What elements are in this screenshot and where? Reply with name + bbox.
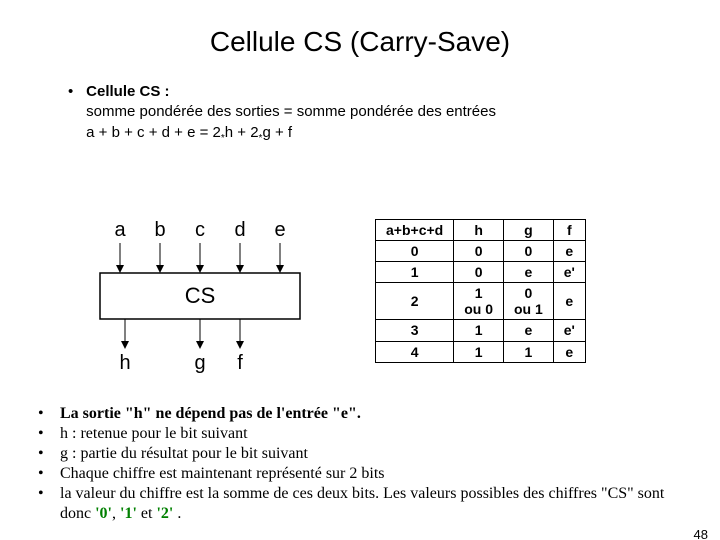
bullet-dot: • [38, 444, 60, 464]
table-cell: e' [553, 262, 585, 283]
cs-diagram: a b c d e CS [90, 201, 340, 376]
table-cell: 0 [454, 241, 504, 262]
table-cell: e [553, 341, 585, 362]
table-cell: 1 [454, 320, 504, 341]
table-cell: 1 [376, 262, 454, 283]
th-1: h [454, 220, 504, 241]
bullet-dot: • [38, 464, 60, 484]
value-token: '2' [156, 505, 173, 522]
table-row: 411e [376, 341, 586, 362]
out-h: h [119, 352, 130, 374]
table-cell: 2 [376, 283, 454, 320]
list-item: •Chaque chiffre est maintenant représent… [38, 464, 678, 484]
bullet-dot: • [38, 484, 60, 524]
page-number: 48 [694, 527, 708, 540]
intro-line1: Cellule CS : [86, 83, 169, 100]
eq-mid: h + 2 [225, 124, 259, 141]
table-body: 000e10ee'21ou 00ou 1e31ee'411e [376, 241, 586, 363]
output-labels: h g f [119, 352, 243, 374]
table-row: 31ee' [376, 320, 586, 341]
output-arrows [125, 319, 240, 344]
cs-box-label: CS [185, 283, 216, 308]
out-g: g [194, 352, 205, 374]
list-item: •la valeur du chiffre est la somme de ce… [38, 484, 678, 524]
out-f: f [237, 352, 243, 374]
in-b: b [154, 219, 165, 241]
th-2: g [503, 220, 553, 241]
separator: et [137, 505, 157, 522]
list-item: •La sortie "h" ne dépend pas de l'entrée… [38, 404, 678, 424]
table-cell: 1 [454, 341, 504, 362]
intro-line1-bold: Cellule CS : [86, 83, 169, 100]
table-cell: 1ou 0 [454, 283, 504, 320]
table-cell: 0ou 1 [503, 283, 553, 320]
table-cell: 0 [376, 241, 454, 262]
table-cell: e [553, 283, 585, 320]
eq-post: g + f [262, 124, 292, 141]
table-cell: 3 [376, 320, 454, 341]
truth-table: a+b+c+d h g f 000e10ee'21ou 00ou 1e31ee'… [375, 219, 586, 363]
in-c: c [195, 219, 205, 241]
th-0: a+b+c+d [376, 220, 454, 241]
intro-line2: somme pondérée des sorties = somme pondé… [86, 103, 496, 120]
input-arrowheads [116, 265, 284, 273]
input-arrows [120, 243, 280, 268]
table-cell: e' [553, 320, 585, 341]
bullet-dot: • [38, 404, 60, 424]
list-item: •h : retenue pour le bit suivant [38, 424, 678, 444]
intro-body: Cellule CS : somme pondérée des sorties … [86, 82, 496, 145]
list-text: g : partie du résultat pour le bit suiva… [60, 444, 678, 464]
in-a: a [114, 219, 126, 241]
value-token: '1' [120, 505, 137, 522]
table-row: 10ee' [376, 262, 586, 283]
list-text: h : retenue pour le bit suivant [60, 424, 678, 444]
table-cell: 0 [454, 262, 504, 283]
bullet-dot: • [68, 82, 82, 102]
table-cell: e [503, 320, 553, 341]
separator: , [112, 505, 120, 522]
output-arrowheads [121, 341, 244, 349]
table-cell: e [503, 262, 553, 283]
eq-pre: a + b + c + d + e = 2 [86, 124, 221, 141]
value-token: '0' [95, 505, 112, 522]
intro-line3: a + b + c + d + e = 2*h + 2*g + f [86, 124, 292, 141]
table-header-row: a+b+c+d h g f [376, 220, 586, 241]
list-text: la valeur du chiffre est la somme de ces… [60, 484, 678, 524]
table-cell: e [553, 241, 585, 262]
in-d: d [234, 219, 245, 241]
table-cell: 1 [503, 341, 553, 362]
table-cell: 0 [503, 241, 553, 262]
th-3: f [553, 220, 585, 241]
input-labels: a b c d e [114, 219, 285, 241]
bullet-dot: • [38, 424, 60, 444]
in-e: e [274, 219, 285, 241]
bottom-list: •La sortie "h" ne dépend pas de l'entrée… [38, 404, 678, 524]
list-text: La sortie "h" ne dépend pas de l'entrée … [60, 404, 678, 424]
table-row: 21ou 00ou 1e [376, 283, 586, 320]
mid-row: a b c d e CS [0, 201, 720, 381]
list-item: •g : partie du résultat pour le bit suiv… [38, 444, 678, 464]
intro-block: • Cellule CS : somme pondérée des sortie… [68, 82, 720, 145]
table-cell: 4 [376, 341, 454, 362]
list-text: Chaque chiffre est maintenant représenté… [60, 464, 678, 484]
slide-title: Cellule CS (Carry-Save) [0, 26, 720, 58]
table-row: 000e [376, 241, 586, 262]
